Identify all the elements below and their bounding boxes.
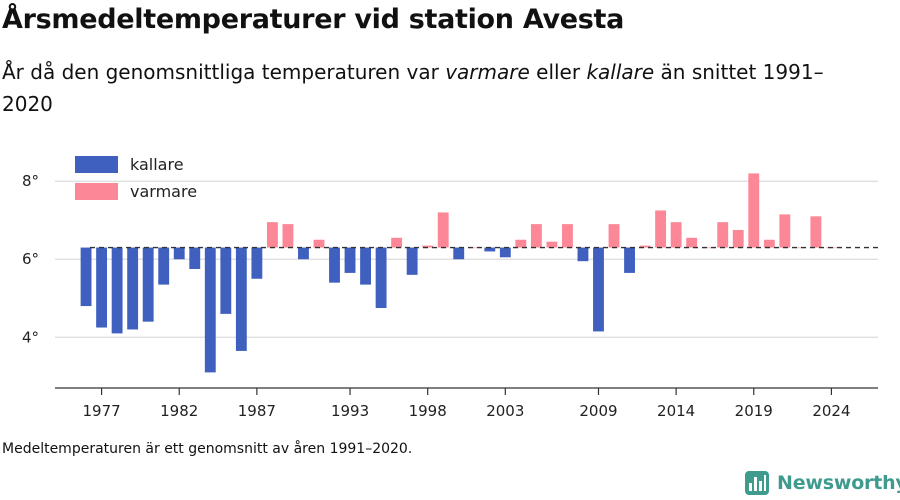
x-tick-label: 1993	[331, 402, 369, 420]
bar-2015	[686, 237, 698, 248]
bar-1990	[298, 247, 309, 260]
bar-1979	[127, 247, 139, 330]
bar-2011	[624, 247, 635, 273]
bar-2003	[499, 247, 511, 258]
bar-1987	[251, 247, 263, 279]
bar-2012	[639, 245, 651, 248]
bar-1998	[422, 245, 434, 248]
bar-2022	[794, 247, 806, 249]
y-tick-label: 8°	[22, 172, 39, 190]
bar-1999	[437, 212, 449, 248]
bar-2001	[468, 247, 480, 249]
legend-label-varmare: varmare	[130, 182, 197, 201]
bar-1991	[313, 239, 325, 248]
bar-1986	[235, 247, 247, 351]
bar-2014	[670, 222, 682, 248]
y-tick-label: 6°	[22, 250, 39, 268]
x-tick-label: 1982	[160, 402, 198, 420]
brand-name: Newsworthy	[777, 472, 900, 494]
bar-2020	[763, 239, 775, 248]
bar-1995	[375, 247, 387, 309]
bar-1982	[173, 247, 185, 260]
bar-2007	[561, 224, 573, 248]
brand-logo: Newsworthy	[745, 468, 900, 498]
bar-1977	[96, 247, 108, 328]
x-tick-label: 2003	[486, 402, 524, 420]
bar-2005	[530, 224, 542, 248]
bar-1996	[391, 237, 403, 248]
bar-2016	[701, 247, 713, 249]
bar-1992	[329, 247, 340, 283]
bar-1985	[220, 247, 232, 314]
bar-1984	[204, 247, 216, 373]
bar-1988	[266, 222, 278, 248]
bar-1980	[142, 247, 154, 322]
legend-label-kallare: kallare	[130, 155, 184, 174]
x-tick-label: 1977	[82, 402, 120, 420]
bar-2009	[593, 247, 604, 332]
subtitle-warmer-word: varmare	[445, 60, 530, 84]
x-tick-label: 2014	[657, 402, 695, 420]
x-tick-label: 2019	[735, 402, 773, 420]
y-axis-ticks: 4° 6° 8°	[22, 172, 39, 346]
footnote: Medeltemperaturen är ett genomsnitt av å…	[2, 441, 413, 457]
temperature-bar-chart: 4° 6° 8° 1977 1982 1987 1993 1998 2003 2009 2014 2…	[22, 155, 878, 420]
bar-2002	[484, 247, 496, 252]
bar-2013	[655, 210, 667, 248]
bar-2010	[608, 224, 620, 248]
bar-series	[80, 173, 837, 373]
subtitle-colder-word: kallare	[586, 60, 655, 84]
x-tick-label: 2009	[579, 402, 617, 420]
subtitle-text-part1: År då den genomsnittliga temperaturen va…	[2, 60, 446, 84]
chart-subtitle: År då den genomsnittliga temperaturen va…	[2, 56, 862, 120]
bar-1983	[189, 247, 201, 269]
bar-1997	[406, 247, 418, 275]
bar-2004	[515, 239, 527, 248]
y-tick-label: 4°	[22, 328, 39, 346]
bar-1976	[80, 247, 92, 307]
bar-2017	[717, 222, 729, 248]
bar-2019	[748, 173, 760, 248]
bar-1978	[111, 247, 123, 334]
subtitle-text-part3: än snittet 1991–2020	[2, 60, 824, 116]
bar-1981	[158, 247, 170, 285]
legend-swatch-varmare	[75, 183, 118, 200]
bar-1993	[344, 247, 356, 273]
bar-2000	[453, 247, 465, 260]
x-tick-label: 1987	[238, 402, 276, 420]
bar-chart-logo-icon	[745, 471, 769, 495]
x-tick-label: 1998	[409, 402, 447, 420]
bar-2023	[810, 216, 822, 248]
bar-1989	[282, 224, 294, 248]
legend: kallare varmare	[75, 155, 197, 201]
legend-swatch-kallare	[75, 156, 118, 173]
x-axis-ticks: 1977 1982 1987 1993 1998 2003 2009 2014 2019 2024	[82, 388, 851, 420]
chart-title: Årsmedeltemperaturer vid station Avesta	[2, 4, 625, 35]
bar-1994	[360, 247, 372, 285]
x-tick-label: 2024	[812, 402, 850, 420]
bar-2006	[546, 241, 558, 248]
subtitle-text-part2: eller	[529, 60, 587, 84]
bar-2021	[779, 214, 791, 248]
bar-2018	[732, 229, 744, 248]
bar-2008	[577, 247, 589, 262]
